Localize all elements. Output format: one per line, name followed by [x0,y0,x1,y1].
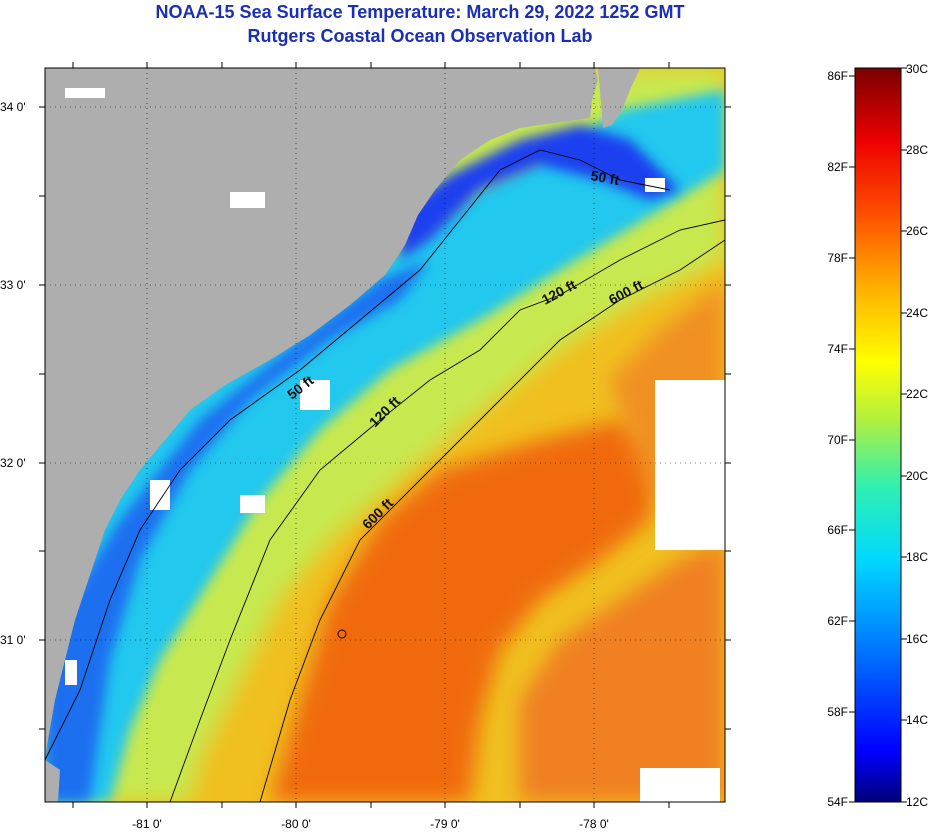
colorbar-c-label: 22C [906,387,928,401]
land [45,68,598,760]
colorbar-c-label: 30C [906,62,928,76]
gulfstream-east [520,540,725,802]
lat-label: 31 0' [0,633,26,647]
map-title: NOAA-15 Sea Surface Temperature: March 2… [155,2,685,22]
colorbar-f-label: 74F [827,342,848,356]
contour-label-50ft: 50 ft [589,167,620,188]
colorbar-c-label: 16C [906,632,928,646]
colorbar-f-label: 78F [827,251,848,265]
colorbar-c-label: 26C [906,224,928,238]
lon-label: -79 0' [430,817,460,831]
colorbar [854,67,902,803]
lat-label: 33 0' [0,278,26,292]
land-cape [598,68,640,128]
colorbar-f-label: 82F [827,160,848,174]
map-panel [45,68,725,802]
lat-label: 32 0' [0,456,26,470]
gulfstream-water [270,420,660,802]
lon-label: -81 0' [132,817,162,831]
lat-label: 34 0' [0,100,26,114]
axis-ticks [39,62,731,808]
lon-label: -78 0' [579,817,609,831]
contour-50ft [45,149,671,761]
land-south [45,760,60,802]
colorbar-c-label: 28C [906,143,928,157]
colorbar-c-label: 18C [906,550,928,564]
nearshore-water [400,125,680,260]
contour-ring [337,629,347,639]
map-frame [44,67,726,803]
map-subtitle: Rutgers Coastal Ocean Observation Lab [247,26,593,46]
colorbar-c-label: 12C [906,795,928,809]
colorbar-f-label: 54F [827,795,848,809]
shelf-water [45,90,725,802]
colorbar-f-label: 66F [827,523,848,537]
colorbar-ticks [849,67,907,803]
colorbar-f-label: 70F [827,433,848,447]
colorbar-f-label: 86F [827,69,848,83]
colorbar-c-label: 20C [906,469,928,483]
cloud-patches [65,88,725,802]
grid-lines [45,68,725,802]
colorbar-c-label: 14C [906,713,928,727]
colorbar-f-label: 58F [827,705,848,719]
nearshore-band [45,260,430,802]
colorbar-c-label: 24C [906,306,928,320]
colorbar-f-label: 62F [827,614,848,628]
lon-label: -80 0' [281,817,311,831]
